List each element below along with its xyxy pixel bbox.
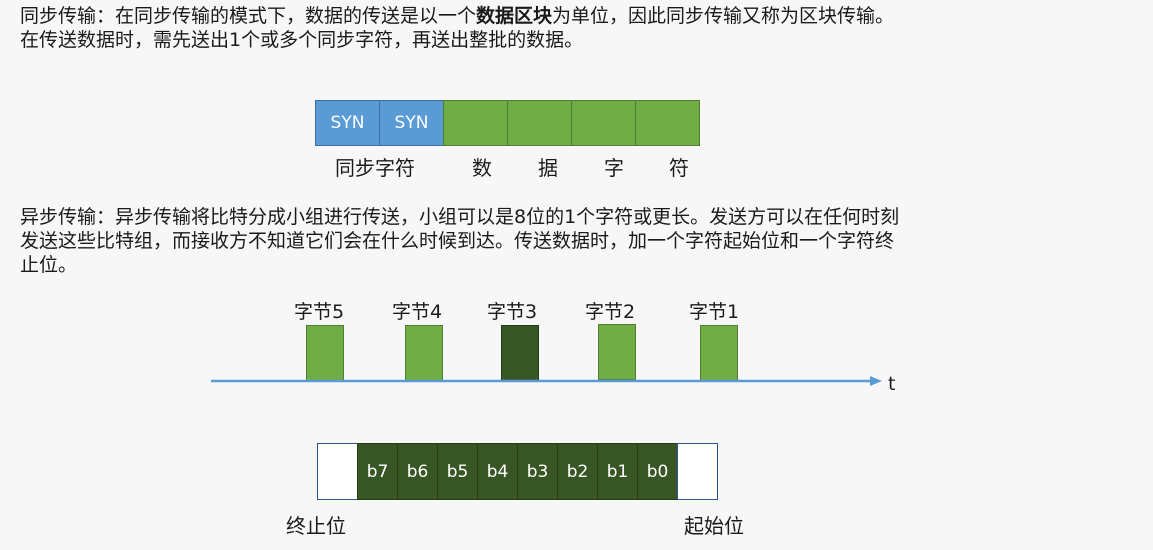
bit-cell: b6 xyxy=(397,443,438,500)
bit-cell: b7 xyxy=(357,443,398,500)
arrow-right-icon xyxy=(870,376,882,386)
data-label-char: 符 xyxy=(669,156,689,180)
byte-block xyxy=(598,324,636,380)
start-bit-label: 起始位 xyxy=(684,514,744,538)
bit-cell: b5 xyxy=(437,443,478,500)
data-block-emphasis: 数据区块 xyxy=(476,5,553,27)
byte-block xyxy=(700,325,738,381)
bit-frame-diagram: b7 b6 b5 b4 b3 b2 b1 b0 xyxy=(317,443,718,500)
sync-frame-diagram: SYN SYN xyxy=(315,100,700,146)
stop-bit-label: 终止位 xyxy=(286,514,346,538)
byte-block-highlighted xyxy=(501,325,539,381)
async-description-line-1: 异步传输：异步传输将比特分成小组进行传送，小组可以是8位的1个字符或更长。发送方… xyxy=(20,206,900,228)
data-cell xyxy=(571,100,636,146)
bit-cell: b2 xyxy=(557,443,598,500)
stop-bit-cell xyxy=(317,443,358,500)
bit-cell: b3 xyxy=(517,443,558,500)
async-description-line-3: 止位。 xyxy=(20,254,78,276)
data-cell xyxy=(635,100,700,146)
byte-label: 字节3 xyxy=(487,301,538,323)
sync-description-line-1: 同步传输：在同步传输的模式下，数据的传送是以一个数据区块为单位，因此同步传输又称… xyxy=(20,5,895,27)
data-cell xyxy=(443,100,508,146)
byte-block xyxy=(306,325,344,381)
bit-cell: b0 xyxy=(637,443,678,500)
byte-label: 字节2 xyxy=(585,301,636,323)
sync-char-label: 同步字符 xyxy=(335,156,415,180)
byte-label: 字节5 xyxy=(294,301,345,323)
byte-label: 字节1 xyxy=(689,301,740,323)
syn-cell: SYN xyxy=(379,100,444,146)
start-bit-cell xyxy=(677,443,718,500)
async-description: 异步传输：异步传输将比特分成小组进行传送，小组可以是8位的1个字符或更长。发送方… xyxy=(20,205,1130,277)
bit-cell: b1 xyxy=(597,443,638,500)
data-label-char: 字 xyxy=(604,156,624,180)
data-cell xyxy=(507,100,572,146)
async-description-line-2: 发送这些比特组，而接收方不知道它们会在什么时候到达。传送数据时，加一个字符起始位… xyxy=(20,230,895,252)
time-axis-label: t xyxy=(888,373,896,395)
sync-description-line-2: 在传送数据时，需先送出1个或多个同步字符，再送出整批的数据。 xyxy=(20,29,584,51)
data-label-char: 据 xyxy=(538,156,558,180)
byte-label: 字节4 xyxy=(392,301,443,323)
sync-description: 同步传输：在同步传输的模式下，数据的传送是以一个数据区块为单位，因此同步传输又称… xyxy=(20,4,1130,52)
bit-cell: b4 xyxy=(477,443,518,500)
data-label-char: 数 xyxy=(472,156,492,180)
byte-block xyxy=(405,325,443,381)
